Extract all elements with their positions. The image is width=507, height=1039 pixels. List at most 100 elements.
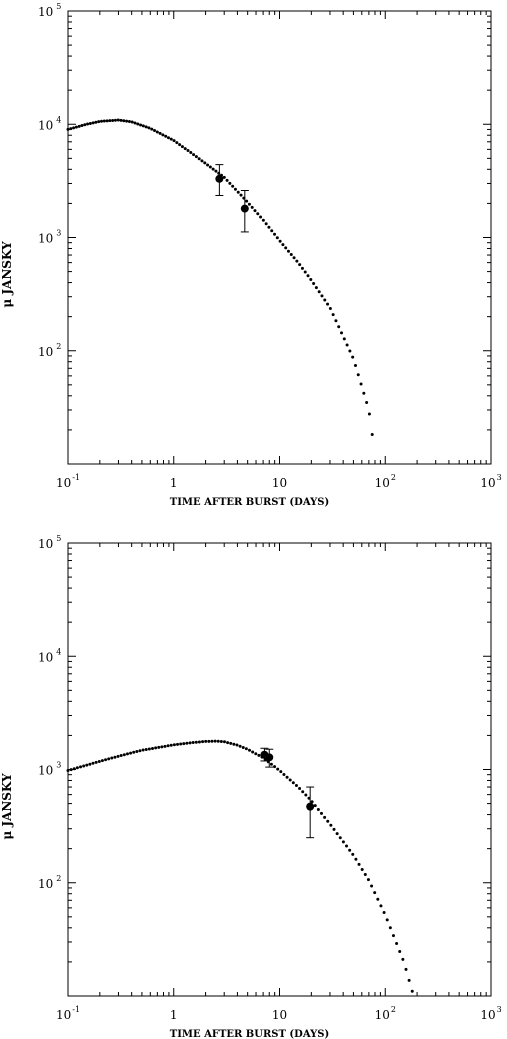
model-curve-dot [155,130,159,134]
model-curve-dot [86,122,90,126]
model-curve-dot [259,215,263,219]
x-axis-label: TIME AFTER BURST (DAYS) [170,1029,329,1039]
model-curve-dot [351,355,355,359]
y-tick-label: 10 4 [38,115,61,132]
model-curve-dot [80,124,84,128]
model-curve-dot [116,754,120,758]
model-curve-dot [127,120,131,124]
model-curve-dot [182,742,186,746]
model-curve-dot [366,878,370,882]
model-curve-dot [309,277,313,281]
model-curve-dot [404,967,408,971]
model-curve-dot [235,743,239,747]
model-curve-dot [291,781,295,785]
model-curve-dot [257,753,261,757]
model-curve-dot [239,193,243,197]
plot-frame [67,10,492,465]
model-curve-dot [232,742,236,746]
model-curve-dot [129,751,133,755]
model-curve-dot [132,750,136,754]
model-curve-dot [363,873,367,877]
model-curve-dot [180,145,184,149]
model-curve-dot [133,121,137,125]
model-curve-dot [138,749,142,753]
model-curve-dot [247,202,251,206]
model-curve-dot [125,752,129,756]
model-curve-dot [161,133,165,137]
model-curve-dot [79,765,83,769]
model-curve-dot [319,811,323,815]
model-curve-dot [298,263,302,267]
model-curve-dot [219,740,223,744]
model-curve-dot [194,740,198,744]
model-curve-dot [379,904,383,908]
y-tick-label: 10 2 [38,874,61,891]
model-curve-dot [113,118,117,122]
model-curve-dot [175,141,179,145]
model-curve-dot [329,823,333,827]
x-tick-label: 10 [272,1008,287,1022]
model-curve-dot [233,187,237,191]
model-curve-dot [66,127,70,131]
x-axis-label: TIME AFTER BURST (DAYS) [170,497,329,508]
model-curve-dot [183,147,187,151]
model-curve-dot [326,302,330,306]
y-tick-label: 10 5 [38,2,61,19]
model-curve-dot [178,143,182,147]
model-curve-dot [188,741,192,745]
model-curve-dot [94,120,98,124]
model-curve-dot [365,401,369,405]
model-curve-dot [66,768,70,772]
model-curve-dot [192,153,196,157]
model-curve-dot [337,325,341,329]
model-curve-dot [85,763,89,767]
model-curve-dot [278,239,282,243]
model-curve-dot [200,159,204,163]
model-curve-dot [236,190,240,194]
y-tick-label: 10 4 [38,647,61,664]
model-curve-dot [281,243,285,247]
model-curve-dot [110,756,114,760]
model-curve-dot [119,754,123,758]
model-curve-dot [72,767,76,771]
model-curve-dot [172,139,176,143]
model-curve-dot [345,343,349,347]
model-curve-dot [323,815,327,819]
x-tick-label: 10 [272,476,287,490]
model-curve-dot [335,832,339,836]
model-curve-dot [139,123,143,127]
model-curve-dot [222,175,226,179]
model-curve-dot [111,118,115,122]
model-curve-dot [130,120,134,124]
model-curve-dot [231,184,235,188]
model-curve-dot [214,169,218,173]
model-curve-dot [284,246,288,250]
model-curve-dot [269,762,273,766]
model-curve-dot [273,232,277,236]
model-curve-dot [332,827,336,831]
model-curve-dot [125,119,129,123]
model-curve-dot [94,760,98,764]
model-curve-dot [320,294,324,298]
model-curve-dot [289,253,293,256]
model-curve-dot [144,125,148,129]
model-curve-dot [208,165,212,169]
model-curve-dot [306,274,310,278]
model-curve-dot [201,740,205,744]
model-curve-dot [141,124,145,128]
model-curve-dot [251,750,255,754]
model-curve-dot [203,161,207,165]
model-curve-dot [398,949,402,953]
model-curve-dot [376,897,380,901]
model-curve-dot [326,819,330,823]
model-curve-dot [97,760,101,764]
x-tick-label: 1 [170,1008,178,1022]
model-curve-dot [88,762,92,766]
y-axis-label: μ JANSKY [0,773,14,840]
model-curve-dot [69,768,73,772]
data-point-group [240,190,249,233]
model-curve-dot [341,840,345,844]
